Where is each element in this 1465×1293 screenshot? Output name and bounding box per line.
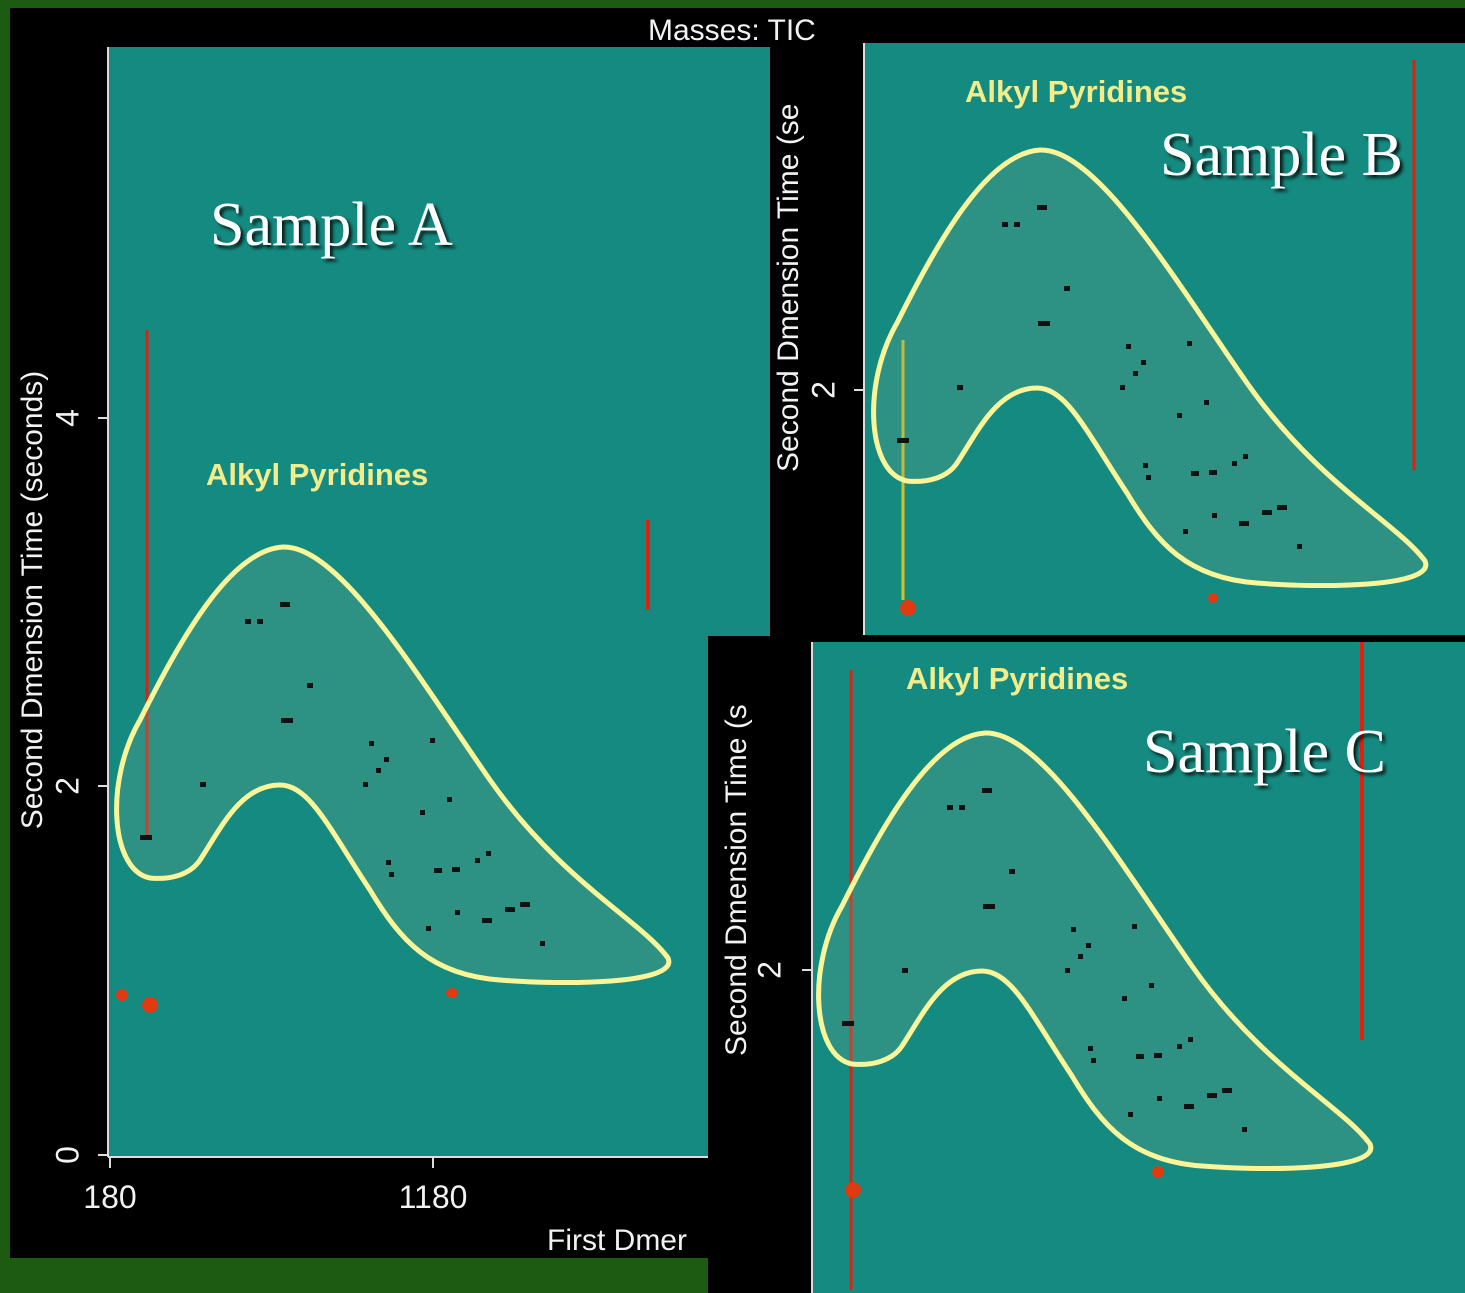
x-tick-label: 180 bbox=[83, 1179, 136, 1215]
peak-spot bbox=[900, 600, 916, 616]
region-label: Alkyl Pyridines bbox=[206, 457, 428, 492]
peak-spot bbox=[845, 1182, 861, 1198]
y-tick-label: 0 bbox=[49, 1146, 85, 1164]
masses-label: Masses: TIC bbox=[648, 14, 816, 47]
peak-spot bbox=[446, 988, 458, 998]
figure: 4 2 0 180 1180 First Dmer Second Dmensio… bbox=[0, 0, 1465, 1293]
y-tick-label: 2 bbox=[805, 381, 841, 399]
y-axis-label: Second Dmension Time (seconds) bbox=[16, 371, 49, 830]
y-axis-label: Second Dmension Time (s bbox=[720, 704, 753, 1056]
sample-label: Sample C bbox=[1143, 718, 1386, 786]
peak-spot bbox=[1208, 593, 1218, 603]
x-axis-label: First Dmer bbox=[547, 1224, 687, 1257]
peak-spot bbox=[116, 989, 128, 1001]
peak-spot bbox=[142, 997, 158, 1013]
sample-label: Sample A bbox=[210, 191, 453, 259]
y-axis-label: Second Dmension Time (se bbox=[772, 104, 805, 473]
x-tick-label: 1180 bbox=[399, 1179, 468, 1215]
peak-spot bbox=[1152, 1166, 1164, 1178]
region-label: Alkyl Pyridines bbox=[965, 74, 1187, 109]
y-tick-label: 2 bbox=[751, 961, 787, 979]
y-tick-label: 2 bbox=[49, 777, 85, 795]
sample-label: Sample B bbox=[1160, 121, 1403, 189]
y-tick-label: 4 bbox=[49, 409, 85, 427]
region-label: Alkyl Pyridines bbox=[906, 661, 1128, 696]
